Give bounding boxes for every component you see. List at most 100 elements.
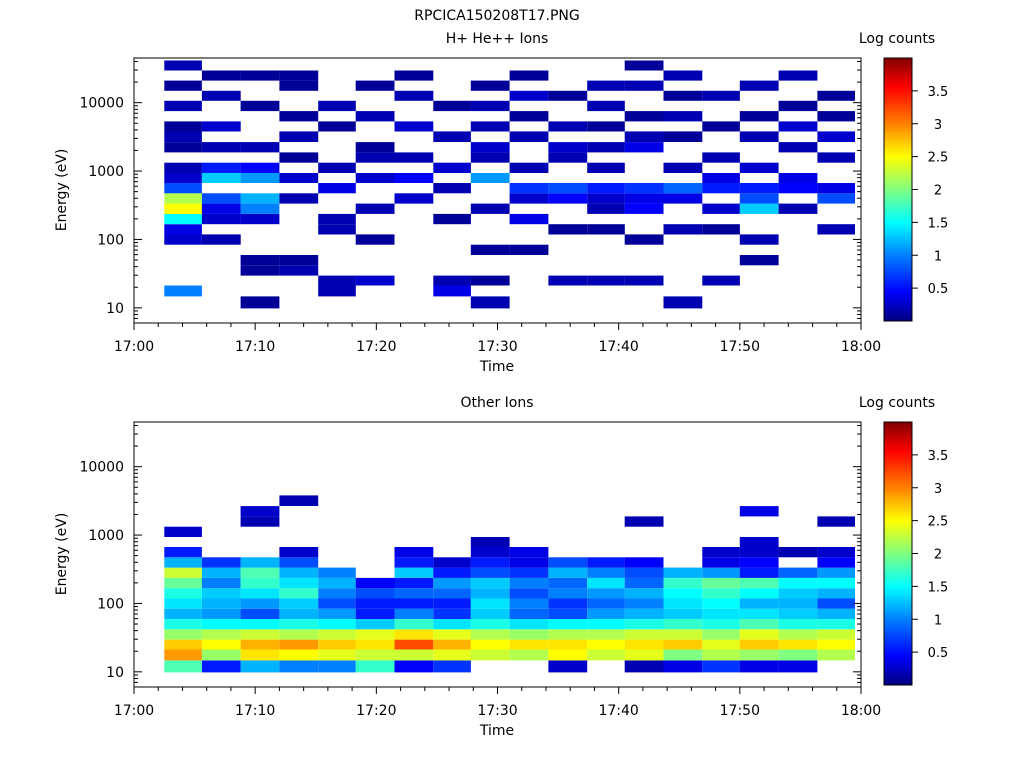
heatmap-cell (433, 649, 471, 661)
x-tick-label: 17:40 (598, 703, 638, 719)
heatmap-cell (624, 111, 664, 122)
heatmap-cell (739, 80, 779, 91)
heatmap-cell (778, 547, 818, 558)
heatmap-cell (318, 588, 356, 599)
heatmap-cell (240, 516, 280, 527)
heatmap-cell (201, 213, 241, 225)
heatmap-cell (739, 639, 779, 650)
x-axis: 17:00 17:10 17:20 17:30 17:40 17:50 18:00 (114, 323, 881, 355)
colorbar-tick-label: 2 (934, 548, 942, 563)
y-tick-label: 100 (97, 596, 124, 612)
colorbar-ticks: 0.5 1 1.5 2 2.5 3 3.5 (912, 449, 948, 661)
heatmap-cell (548, 577, 588, 589)
heatmap-cell (433, 183, 471, 194)
heatmap-cell (778, 598, 818, 609)
heatmap-cell (279, 619, 319, 630)
heatmap-cell (509, 639, 549, 650)
heatmap-cell (624, 203, 664, 214)
heatmap-cell (778, 608, 818, 619)
heatmap-cell (509, 244, 549, 255)
heatmap-cell (164, 639, 202, 650)
heatmap-cell (318, 598, 356, 609)
y-axis: 10 100 1000 10000 (79, 424, 861, 688)
heatmap-cell (470, 639, 510, 650)
heatmap-cell (279, 629, 319, 640)
colorbar (883, 57, 913, 322)
heatmap-cell (164, 619, 202, 630)
heatmap-cell (702, 547, 740, 558)
heatmap-cell (394, 193, 434, 204)
heatmap-cell (164, 224, 202, 235)
heatmap-cell (279, 567, 319, 578)
heatmap-cell (587, 588, 625, 599)
heatmap-cell (470, 142, 510, 153)
heatmap-cell (470, 567, 510, 578)
heatmap-cell (240, 173, 280, 183)
heatmap-cell (164, 608, 202, 619)
heatmap-cell (164, 173, 202, 183)
heatmap-cell (509, 588, 549, 599)
heatmap-cell (702, 588, 740, 599)
heatmap-cell (624, 608, 664, 619)
heatmap-cell (548, 193, 588, 204)
heatmap-cell (663, 588, 703, 599)
heatmap-cell (318, 577, 356, 589)
heatmap-cell (739, 255, 779, 266)
heatmap-cell (778, 142, 818, 153)
heatmap-cell (663, 162, 703, 173)
heatmap-cell (164, 660, 202, 673)
heatmap-cell (778, 567, 818, 578)
heatmap-cell (470, 629, 510, 640)
heatmap-cell (702, 152, 740, 163)
heatmap-cell (240, 608, 280, 619)
heatmap-cell (663, 296, 703, 309)
panel-title: H+ He++ Ions (446, 31, 549, 47)
heatmap-cell (587, 224, 625, 235)
heatmap-cell (817, 598, 855, 609)
y-tick-label: 10 (106, 665, 124, 681)
x-tick-label: 17:20 (356, 703, 396, 719)
colorbar-tick-label: 2 (934, 184, 942, 199)
heatmap-cell (164, 162, 202, 173)
colorbar-tick-label: 0.5 (928, 646, 949, 661)
heatmap-cell (624, 142, 664, 153)
heatmap-cell (240, 660, 280, 673)
heatmap-cell (739, 111, 779, 122)
heatmap-cell (279, 111, 319, 122)
heatmap-cell (318, 213, 356, 225)
heatmap-cell (624, 629, 664, 640)
heatmap-cell (702, 608, 740, 619)
heatmap-cell (470, 537, 510, 547)
heatmap-cell (201, 577, 241, 589)
heatmap-cell (548, 152, 588, 163)
heatmap-cell (739, 619, 779, 630)
heatmap-cell (587, 639, 625, 650)
x-tick-label: 17:20 (356, 339, 396, 355)
heatmap-cell (394, 588, 434, 599)
heatmap-cell (318, 183, 356, 194)
heatmap-cell (201, 598, 241, 609)
heatmap-cell (240, 100, 280, 112)
heatmap-cell (587, 80, 625, 91)
heatmap-cell (548, 142, 588, 153)
heatmap-cell (817, 557, 855, 568)
heatmap-cell (240, 296, 280, 309)
heatmap-cell (548, 275, 588, 286)
heatmap-cell (240, 506, 280, 517)
heatmap-cell (164, 547, 202, 558)
heatmap-cell (778, 639, 818, 650)
heatmap-cell (355, 608, 395, 619)
heatmap-cell (624, 80, 664, 91)
heatmap-cell (433, 131, 471, 142)
heatmap-cell (355, 619, 395, 630)
heatmap-cell (164, 234, 202, 245)
heatmap-cell (355, 660, 395, 673)
heatmap-cell (702, 224, 740, 235)
heatmap-cell (355, 639, 395, 650)
heatmap-cell (433, 557, 471, 568)
x-tick-label: 18:00 (841, 339, 881, 355)
x-tick-label: 17:50 (720, 703, 760, 719)
heatmap-cell (201, 629, 241, 640)
heatmap-cell (624, 619, 664, 630)
heatmap-cell (164, 142, 202, 153)
